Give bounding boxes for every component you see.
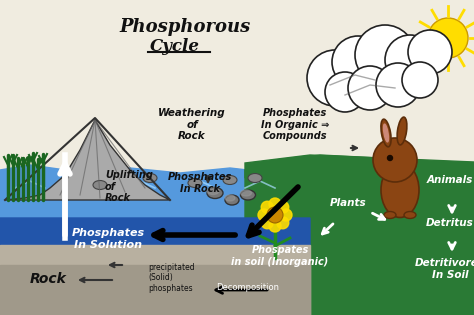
Circle shape (261, 201, 273, 213)
Circle shape (388, 156, 392, 161)
Circle shape (277, 201, 289, 213)
Circle shape (428, 18, 468, 58)
Ellipse shape (381, 163, 419, 217)
Text: Phosphorous: Phosphorous (119, 18, 251, 36)
Text: Plants: Plants (330, 198, 366, 208)
Ellipse shape (225, 195, 239, 205)
Ellipse shape (93, 180, 107, 190)
Circle shape (325, 72, 365, 112)
Text: Detritus: Detritus (426, 218, 474, 228)
Ellipse shape (143, 174, 157, 182)
Circle shape (269, 198, 281, 210)
Circle shape (280, 209, 292, 221)
Circle shape (267, 207, 283, 223)
Circle shape (277, 217, 289, 229)
Polygon shape (0, 218, 310, 248)
Ellipse shape (381, 119, 391, 147)
Circle shape (332, 36, 384, 88)
Circle shape (385, 35, 435, 85)
Circle shape (348, 66, 392, 110)
Ellipse shape (207, 187, 223, 198)
Text: Uplifting
of
Rock: Uplifting of Rock (105, 170, 153, 203)
Circle shape (408, 30, 452, 74)
Ellipse shape (384, 211, 396, 219)
Ellipse shape (240, 190, 255, 200)
Polygon shape (0, 265, 310, 315)
Text: Phospates
in soil (Inorganic): Phospates in soil (Inorganic) (231, 245, 328, 266)
Text: Phosphates
In Organic ⇒
Compounds: Phosphates In Organic ⇒ Compounds (261, 108, 329, 141)
Ellipse shape (383, 124, 389, 142)
Text: Detritivores
In Soil: Detritivores In Soil (415, 258, 474, 280)
Circle shape (258, 209, 270, 221)
Ellipse shape (188, 179, 202, 187)
Circle shape (269, 220, 281, 232)
Ellipse shape (404, 211, 416, 219)
Ellipse shape (223, 175, 237, 185)
Ellipse shape (248, 174, 262, 182)
Polygon shape (0, 162, 310, 240)
Text: Phosphates
In Solution: Phosphates In Solution (72, 228, 145, 249)
Text: precipitated
(Solid)
phosphates: precipitated (Solid) phosphates (148, 263, 195, 293)
Circle shape (261, 217, 273, 229)
Text: Rock: Rock (30, 272, 67, 286)
Circle shape (307, 50, 363, 106)
Ellipse shape (240, 190, 252, 196)
Circle shape (376, 63, 420, 107)
Circle shape (402, 62, 438, 98)
Polygon shape (0, 245, 310, 315)
Ellipse shape (397, 117, 407, 145)
Polygon shape (5, 120, 170, 200)
Ellipse shape (225, 195, 235, 201)
Text: Weathering
of
Rock: Weathering of Rock (158, 108, 226, 141)
Polygon shape (245, 155, 474, 315)
Text: Decomposition: Decomposition (217, 283, 280, 292)
Text: Animals: Animals (427, 175, 473, 185)
Ellipse shape (207, 187, 219, 194)
Text: Phosphates
In Rock: Phosphates In Rock (168, 172, 232, 194)
Text: Cycle: Cycle (150, 38, 200, 55)
Circle shape (373, 138, 417, 182)
Polygon shape (245, 155, 474, 178)
Circle shape (355, 25, 415, 85)
